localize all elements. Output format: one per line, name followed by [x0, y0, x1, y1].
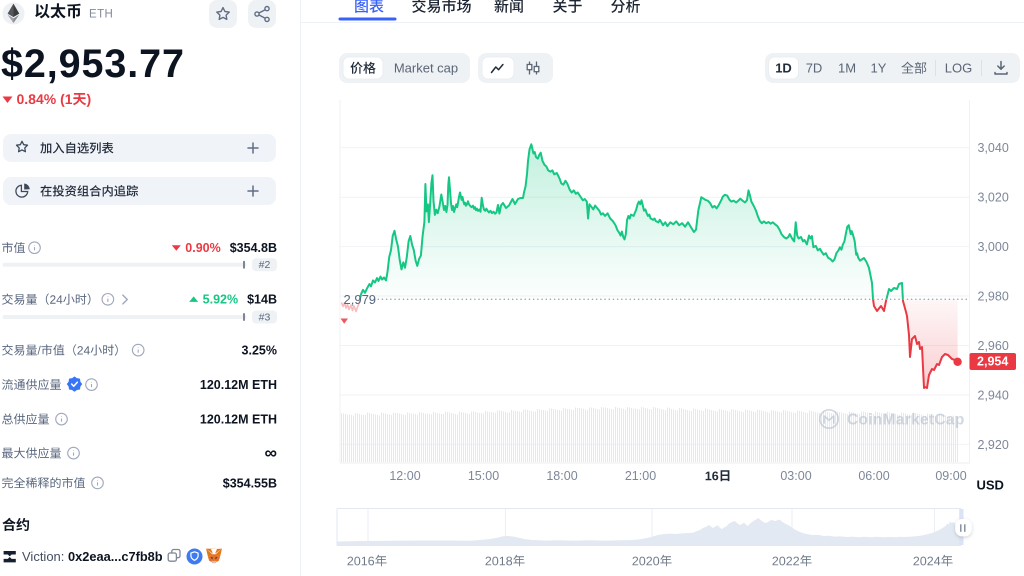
svg-text:21:00: 21:00	[625, 469, 656, 483]
svg-text:$14B: $14B	[247, 293, 277, 307]
svg-text:#3: #3	[259, 312, 271, 324]
svg-text:2,979: 2,979	[344, 292, 377, 307]
svg-text:2,980: 2,980	[978, 289, 1009, 303]
svg-text:$354.55B: $354.55B	[223, 476, 277, 490]
svg-text:∞: ∞	[265, 442, 277, 462]
svg-text:1M: 1M	[838, 61, 856, 76]
svg-text:Viction:: Viction:	[22, 549, 64, 564]
svg-text:18:00: 18:00	[546, 469, 577, 483]
svg-text:#2: #2	[259, 259, 271, 271]
svg-text:$354.8B: $354.8B	[230, 241, 277, 255]
svg-text:2,940: 2,940	[978, 388, 1009, 402]
svg-text:2,954: 2,954	[977, 355, 1008, 369]
svg-text:$2,953.77: $2,953.77	[1, 42, 185, 86]
svg-text:12:00: 12:00	[389, 469, 420, 483]
svg-text:120.12M ETH: 120.12M ETH	[200, 413, 277, 427]
svg-text:2,920: 2,920	[978, 438, 1009, 452]
svg-text:15:00: 15:00	[468, 469, 499, 483]
svg-text:ETH: ETH	[89, 9, 113, 21]
svg-text:Market cap: Market cap	[394, 61, 458, 76]
svg-text:03:00: 03:00	[780, 469, 811, 483]
svg-text:5.92%: 5.92%	[203, 293, 238, 307]
svg-text:0x2eaa...c7fb8b: 0x2eaa...c7fb8b	[68, 549, 163, 564]
svg-text:CoinMarketCap: CoinMarketCap	[847, 412, 965, 429]
svg-text:3.25%: 3.25%	[242, 344, 277, 358]
svg-text:06:00: 06:00	[858, 469, 889, 483]
svg-text:3,040: 3,040	[978, 141, 1009, 155]
svg-text:USD: USD	[977, 478, 1004, 493]
svg-text:09:00: 09:00	[935, 469, 966, 483]
svg-text:7D: 7D	[806, 61, 823, 76]
svg-text:3,020: 3,020	[978, 191, 1009, 205]
svg-text:2,960: 2,960	[978, 339, 1009, 353]
svg-text:3,000: 3,000	[978, 240, 1009, 254]
svg-text:0.90%: 0.90%	[185, 241, 220, 255]
svg-text:1D: 1D	[775, 61, 792, 76]
svg-text:1Y: 1Y	[871, 61, 887, 76]
svg-text:LOG: LOG	[945, 61, 972, 76]
svg-text:120.12M ETH: 120.12M ETH	[200, 378, 277, 392]
